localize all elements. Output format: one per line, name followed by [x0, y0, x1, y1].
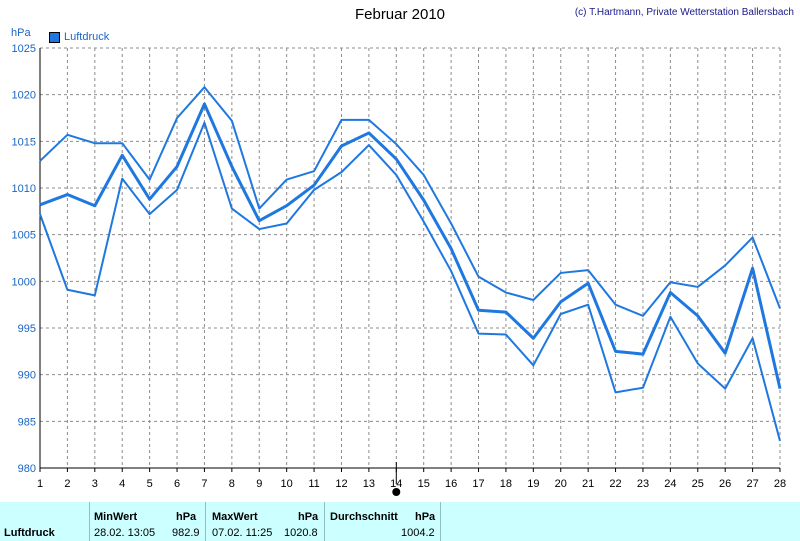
- y-tick-label: 980: [18, 463, 36, 475]
- max-value: 1020.8: [284, 527, 318, 539]
- x-tick-label: 6: [174, 478, 180, 490]
- legend-label: Luftdruck: [64, 31, 110, 43]
- x-tick-label: 27: [746, 478, 758, 490]
- x-tick-label: 16: [445, 478, 457, 490]
- x-tick-label: 17: [472, 478, 484, 490]
- x-tick-label: 20: [555, 478, 567, 490]
- stats-label-cell: Luftdruck: [0, 502, 90, 541]
- x-tick-label: 3: [92, 478, 98, 490]
- x-tick-label: 15: [418, 478, 430, 490]
- x-tick-label: 7: [201, 478, 207, 490]
- y-tick-label: 1010: [12, 183, 36, 195]
- x-tick-label: 4: [119, 478, 125, 490]
- x-tick-label: 23: [637, 478, 649, 490]
- stats-panel: Luftdruck MinWert hPa 28.02. 13:05 982.9…: [0, 502, 800, 541]
- stats-avg-cell: Durchschnitt hPa 1004.2: [325, 502, 441, 541]
- x-tick-label: 5: [147, 478, 153, 490]
- legend: Luftdruck: [49, 31, 109, 43]
- x-tick-label: 12: [335, 478, 347, 490]
- max-header: MaxWert: [212, 511, 258, 523]
- x-tick-label: 2: [64, 478, 70, 490]
- day-marker-dot: [392, 488, 401, 496]
- max-time: 07.02. 11:25: [212, 527, 273, 539]
- y-tick-label: 1000: [12, 276, 36, 288]
- avg-unit: hPa: [415, 511, 436, 523]
- x-tick-label: 24: [664, 478, 676, 490]
- avg-value: 1004.2: [401, 527, 435, 539]
- min-unit: hPa: [176, 511, 197, 523]
- x-tick-label: 25: [692, 478, 704, 490]
- min-header: MinWert: [94, 511, 138, 523]
- stats-row-label: Luftdruck: [4, 527, 55, 539]
- min-value: 982.9: [172, 527, 200, 539]
- stats-min-cell: MinWert hPa 28.02. 13:05 982.9: [90, 502, 206, 541]
- y-tick-label: 985: [18, 416, 36, 428]
- x-tick-label: 11: [308, 478, 319, 490]
- stats-max-cell: MaxWert hPa 07.02. 11:25 1020.8: [206, 502, 325, 541]
- max-unit: hPa: [298, 511, 319, 523]
- x-tick-label: 9: [256, 478, 262, 490]
- chart: 980 985 990 995 1000 1005 1010 1015 1020 1025 1 2 3 4…: [11, 6, 794, 496]
- x-tick-label: 1: [37, 478, 43, 490]
- x-tick-label: 21: [582, 478, 594, 490]
- y-tick-label: 1015: [12, 136, 36, 148]
- y-tick-label: 1025: [12, 43, 36, 55]
- x-tick-label: 13: [363, 478, 375, 490]
- x-tick-label: 8: [229, 478, 235, 490]
- x-tick-label: 22: [609, 478, 621, 490]
- y-tick-label: 1005: [12, 230, 36, 242]
- x-tick-label: 10: [281, 478, 293, 490]
- x-tick-label: 18: [500, 478, 512, 490]
- series-line-mean: [39, 102, 782, 389]
- series-line-min: [39, 121, 781, 442]
- y-tick-label: 1020: [12, 90, 36, 102]
- chart-title: Februar 2010: [354, 6, 446, 23]
- credit-text: (c) T.Hartmann, Private Wetterstation Ba…: [574, 7, 794, 18]
- series-line-max: [39, 86, 781, 317]
- y-tick-label: 995: [18, 323, 36, 335]
- legend-swatch: [49, 31, 60, 43]
- x-tick-label: 19: [527, 478, 539, 490]
- avg-header: Durchschnitt: [330, 511, 398, 523]
- min-time: 28.02. 13:05: [94, 527, 156, 539]
- y-tick-label: 990: [18, 370, 36, 382]
- y-axis-unit: hPa: [11, 27, 31, 39]
- x-tick-label: 28: [774, 478, 786, 490]
- x-tick-label: 26: [719, 478, 731, 490]
